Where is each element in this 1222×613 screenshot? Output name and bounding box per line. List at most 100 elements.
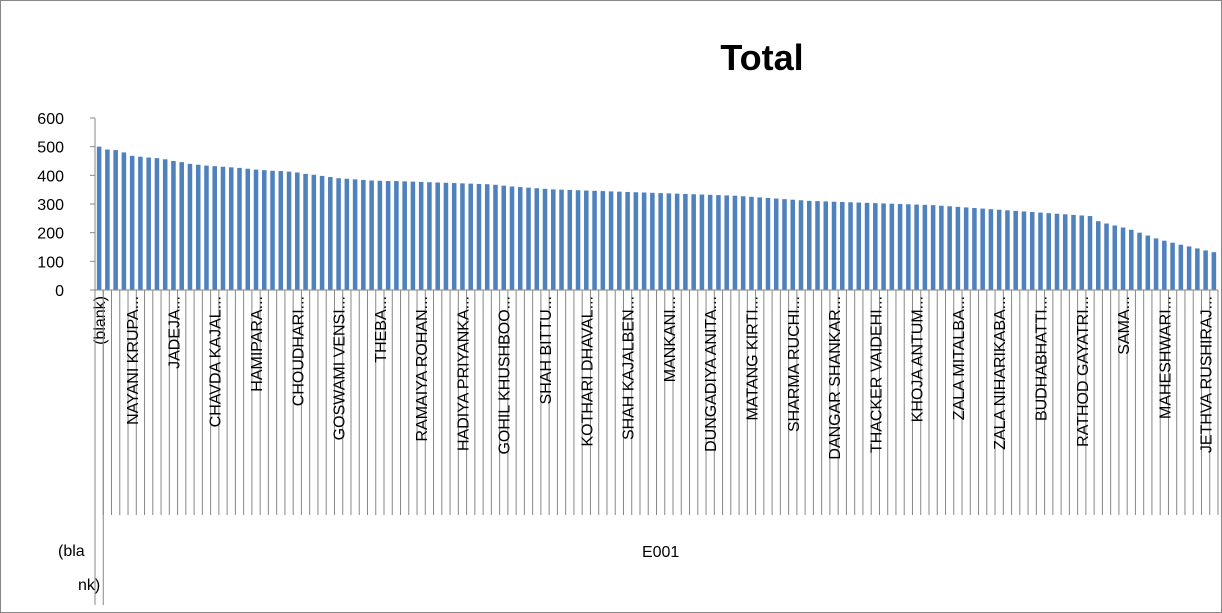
bar [278,171,284,290]
bar [377,180,383,290]
bar [988,209,994,290]
bar [435,182,440,290]
bar [1129,229,1134,290]
x-tick-label: SHAH KAJALBEN... [621,296,638,440]
bar [798,200,804,290]
x-tick-label: SHARMA RUCHI... [786,296,803,432]
bar [617,191,622,290]
bar [1170,242,1175,290]
bar [493,184,498,290]
bar [509,186,515,290]
bar [782,199,787,290]
bar [328,177,333,290]
bar [567,189,573,290]
bar [757,197,762,290]
bar [1013,210,1018,290]
x-tick-label: ZALA NIHARIKABA... [992,296,1009,450]
x-tick-label: ZALA MITALBA... [951,296,968,420]
x-tick-label: HADIYA PRIYANKA... [455,296,472,451]
bar [1211,252,1217,290]
bar [815,201,820,290]
bar [1137,232,1142,290]
category-groups: (bla nk) E001 [58,290,679,605]
x-tick-label: NAYANI KRUPA... [125,296,142,425]
group-label-line: nk) [78,577,100,594]
bar [179,162,184,290]
x-tick-label: GOHIL KHUSHBOO... [497,296,514,455]
x-tick-label: HAMIPARA... [249,296,266,392]
bar [476,183,482,290]
y-tick-label: 0 [55,283,64,300]
bar [443,182,449,290]
x-tick-label: SAMA... [1116,296,1133,355]
bar [1029,212,1035,290]
chart-title: Total [720,37,803,78]
bar [451,183,457,290]
bar [939,205,944,290]
bar [517,187,523,290]
bar [369,180,374,290]
bar [1096,221,1101,290]
bar [253,169,259,290]
bar [427,182,432,290]
bar [823,201,829,290]
bar [295,172,300,290]
bar [732,195,738,290]
bar [641,192,647,290]
y-axis: 0 100 200 300 400 500 600 [37,111,96,300]
y-tick-label: 200 [37,226,64,243]
bar [1021,211,1027,290]
bar [220,166,226,290]
group-label: (bla nk) [58,543,100,594]
bar [394,181,399,290]
bar [914,204,919,290]
x-tick-label: MANKANI... [662,296,679,382]
bar [534,188,540,290]
bar [352,179,358,290]
y-tick-label: 500 [37,140,64,157]
bar [105,149,110,290]
bar [1005,210,1010,290]
bar [790,199,796,290]
bar [162,159,168,290]
bar [1038,212,1043,290]
bar [592,190,597,290]
bar [749,196,754,290]
bar [410,181,416,290]
bar [146,157,151,290]
bar [303,173,308,290]
bar [121,152,127,290]
bar [460,183,465,290]
y-tick-label: 600 [37,111,64,128]
bar [311,174,317,290]
bar [286,171,292,290]
bar [1046,213,1051,290]
bar [930,205,936,290]
bar [666,193,672,290]
bar [212,166,217,290]
bar [724,195,729,290]
x-tick-label: MATANG KIRTI... [744,296,761,420]
bar [625,191,630,290]
bar [889,203,895,290]
bar [955,206,961,290]
group-label-line: (bla [58,543,85,560]
group-label: E001 [642,544,679,561]
bar [96,146,102,290]
bar [319,175,325,290]
bar [245,168,251,290]
bar [204,165,209,290]
bar [1203,250,1208,290]
bar [740,196,746,290]
x-tick-label: SHAH BITTU... [538,296,555,404]
x-tick-label: DUNGADIYA ANITA... [703,296,720,452]
bar [658,193,663,290]
bar [154,158,160,290]
bar [195,164,201,290]
bar [262,170,267,290]
x-tick-label: RAMAIYA ROHAN... [414,296,431,442]
bar [906,204,911,290]
y-tick-label: 300 [37,197,64,214]
